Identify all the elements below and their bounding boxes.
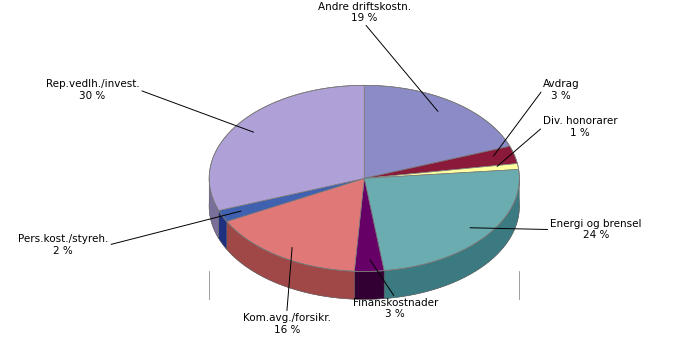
PathPatch shape (355, 271, 384, 299)
Text: Kom.avg./forsikr.
16 %: Kom.avg./forsikr. 16 % (243, 313, 331, 335)
Text: Finanskostnader
3 %: Finanskostnader 3 % (353, 298, 438, 319)
PathPatch shape (364, 164, 519, 178)
Text: Pers.kost./styreh.
2 %: Pers.kost./styreh. 2 % (18, 234, 108, 256)
PathPatch shape (219, 178, 364, 221)
PathPatch shape (364, 170, 520, 271)
PathPatch shape (384, 178, 520, 299)
PathPatch shape (355, 178, 384, 272)
PathPatch shape (219, 210, 226, 249)
Text: Energi og brensel
24 %: Energi og brensel 24 % (550, 219, 642, 240)
PathPatch shape (226, 178, 364, 271)
PathPatch shape (209, 178, 219, 238)
PathPatch shape (209, 85, 364, 210)
PathPatch shape (226, 221, 355, 299)
Text: Div. honorarer
1 %: Div. honorarer 1 % (543, 116, 617, 138)
PathPatch shape (364, 146, 518, 178)
PathPatch shape (364, 85, 510, 178)
Text: Avdrag
3 %: Avdrag 3 % (543, 79, 579, 101)
Text: Rep.vedlh./invest.
30 %: Rep.vedlh./invest. 30 % (46, 79, 139, 101)
Text: Andre driftskostn.
19 %: Andre driftskostn. 19 % (318, 2, 411, 23)
